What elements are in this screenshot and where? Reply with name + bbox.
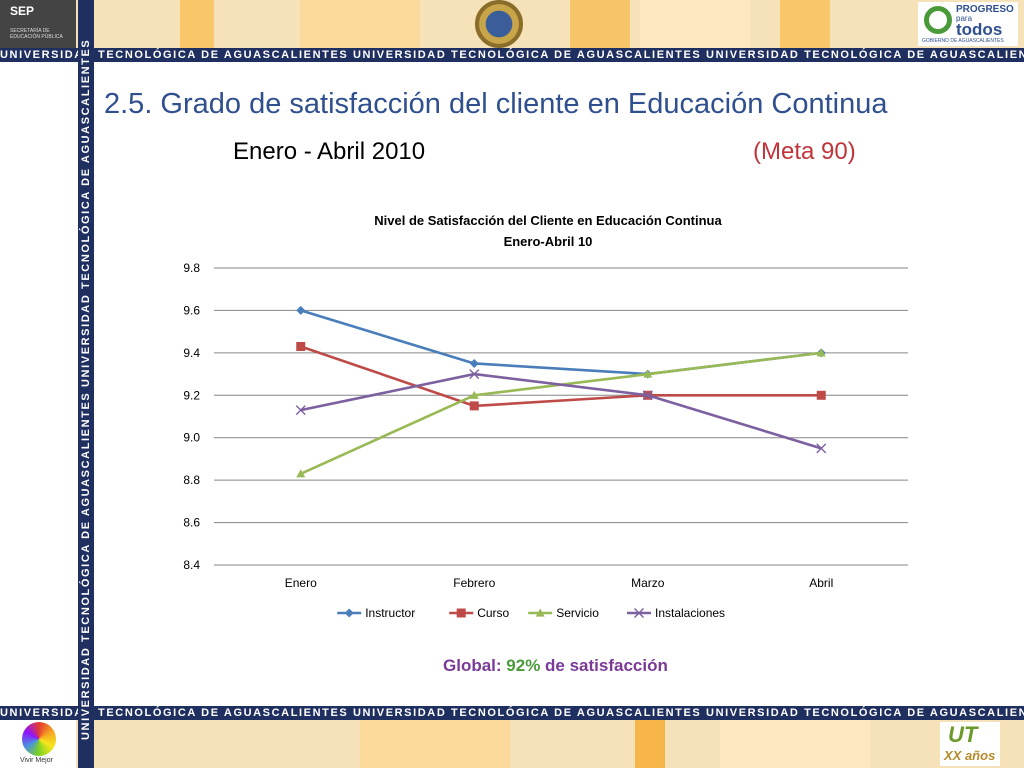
y-axis-ticks: 8.4 8.6 8.8 9.0 9.2 9.4 9.6 9.8 [183, 261, 200, 572]
sep-logo: SEP SECRETARÍA DE EDUCACIÓN PÚBLICA [0, 0, 76, 48]
legend-label-servicio: Servicio [556, 606, 599, 620]
y-tick-label: 9.4 [183, 346, 200, 360]
data-point-servicio [296, 469, 306, 478]
data-point-instalaciones [469, 369, 480, 380]
y-tick-label: 8.6 [183, 516, 200, 530]
progreso-circle-icon [924, 6, 952, 34]
bottom-footer-band [0, 720, 1024, 768]
goal-label: (Meta 90) [753, 138, 856, 165]
bottom-university-stripe: UNIVERSIDAD TECNOLÓGICA DE AGUASCALIENTE… [0, 706, 1024, 720]
y-tick-label: 8.4 [183, 558, 200, 572]
progreso-line1: PROGRESO [956, 4, 1014, 15]
data-point-servicio [816, 348, 826, 357]
legend-label-instalaciones: Instalaciones [655, 606, 725, 620]
decor-block [720, 720, 870, 768]
data-point-servicio [469, 390, 479, 399]
progreso-line4: GOBIERNO DE AGUASCALIENTES [922, 38, 1004, 44]
left-university-stripe: UNIVERSIDAD TECNOLÓGICA DE AGUASCALIENTE… [78, 0, 94, 768]
x-tick-label: Abril [809, 576, 833, 590]
university-seal-icon [475, 0, 523, 48]
series-line-servicio [300, 351, 822, 475]
legend-marker-instalaciones [634, 608, 644, 618]
ut-xx-anniversary-logo: UT XX años [940, 722, 1000, 766]
decor-block [780, 0, 830, 48]
sep-label: SEP [10, 4, 35, 18]
legend-marker-instructor [344, 608, 354, 618]
x-tick-label: Enero [285, 576, 317, 590]
decor-block [180, 0, 214, 48]
decor-block [635, 720, 665, 768]
data-point-curso [296, 341, 306, 351]
series-line-instructor [300, 309, 822, 376]
sep-subtitle: SECRETARÍA DE EDUCACIÓN PÚBLICA [10, 28, 63, 40]
data-point-instalaciones [642, 390, 653, 401]
data-point-curso [469, 401, 479, 411]
x-tick-label: Marzo [631, 576, 665, 590]
data-point-instalaciones [816, 443, 827, 454]
vivir-mejor-flower-icon [22, 722, 56, 756]
chart-legend: Instructor Curso Servicio Instalaciones [337, 606, 725, 620]
chart-grid [214, 267, 908, 566]
ut-logo-text: UT [948, 722, 978, 747]
global-suffix: de satisfacción [540, 656, 668, 675]
y-tick-label: 8.8 [183, 473, 200, 487]
chart-title: Nivel de Satisfacción del Cliente en Edu… [374, 213, 722, 228]
vivir-mejor-label: Vivir Mejor [20, 757, 53, 764]
data-point-instructor [469, 358, 479, 368]
global-percentage: 92% [506, 656, 541, 675]
y-tick-label: 9.2 [183, 388, 200, 402]
data-point-servicio [643, 369, 653, 378]
legend-label-curso: Curso [477, 606, 509, 620]
period-subtitle: Enero - Abril 2010 [233, 138, 426, 165]
decor-block [300, 0, 420, 48]
progreso-line3: todos [956, 20, 1003, 39]
slide-title: 2.5. Grado de satisfacción del cliente e… [104, 88, 888, 120]
data-point-curso [816, 390, 826, 400]
y-tick-label: 9.0 [183, 431, 200, 445]
top-university-stripe: UNIVERSIDAD TECNOLÓGICA DE AGUASCALIENTE… [0, 48, 1024, 62]
x-axis-ticks: Enero Febrero Marzo Abril [285, 576, 834, 590]
y-tick-label: 9.8 [183, 261, 200, 275]
legend-marker-curso [456, 608, 466, 618]
global-satisfaction: Global: 92% de satisfacción [443, 656, 668, 676]
data-point-instructor [296, 305, 306, 315]
decor-block [360, 720, 510, 768]
xx-anos-text: XX años [944, 748, 996, 763]
series-line-curso [300, 345, 822, 408]
progreso-line2: para [956, 14, 973, 23]
legend-label-instructor: Instructor [365, 606, 415, 620]
global-label: Global: [443, 656, 507, 675]
x-tick-label: Febrero [453, 576, 495, 590]
chart-subtitle: Enero-Abril 10 [504, 234, 593, 249]
chart-series [295, 305, 827, 478]
decor-block [570, 0, 630, 48]
decor-block [640, 0, 750, 48]
data-point-instalaciones [295, 405, 306, 416]
progreso-para-todos-logo: PROGRESO para todos GOBIERNO DE AGUASCAL… [918, 2, 1018, 46]
y-tick-label: 9.6 [183, 303, 200, 317]
series-line-instalaciones [300, 372, 822, 450]
vivir-mejor-logo: Vivir Mejor [0, 720, 76, 768]
legend-marker-servicio [535, 608, 545, 617]
